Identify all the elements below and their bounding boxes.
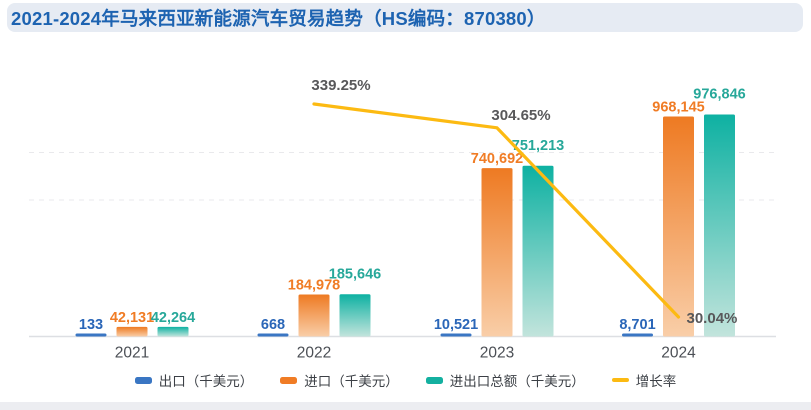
value-label-export-2024: 8,701 xyxy=(619,317,655,333)
legend-label-export: 出口（千美元） xyxy=(158,374,254,389)
bar-import-2023[interactable] xyxy=(481,168,513,337)
legend-item-import[interactable]: 进口（千美元） xyxy=(280,370,399,390)
growth-label-2024: 30.04% xyxy=(687,310,738,327)
bar-import-2022[interactable] xyxy=(298,294,330,337)
bar-export-2023[interactable] xyxy=(440,333,472,337)
growth-label-2023: 304.65% xyxy=(491,107,550,124)
bar-total-2021[interactable] xyxy=(157,326,189,337)
legend-item-total[interactable]: 进出口总额（千美元） xyxy=(425,370,585,390)
value-label-total-2022: 185,646 xyxy=(329,266,381,282)
legend-swatch-export xyxy=(134,376,152,384)
value-label-export-2021: 133 xyxy=(79,317,103,333)
legend-item-growth-rate[interactable]: 增长率 xyxy=(611,370,677,390)
value-label-import-2024: 968,145 xyxy=(652,99,704,115)
bar-total-2024[interactable] xyxy=(704,114,735,337)
bar-export-2024[interactable] xyxy=(622,333,653,337)
value-label-export-2022: 668 xyxy=(261,317,285,333)
chart-title: 2021-2024年马来西亚新能源汽车贸易趋势（HS编码：870380） xyxy=(11,7,546,29)
bar-import-2024[interactable] xyxy=(663,116,694,337)
legend-swatch-total xyxy=(425,376,443,384)
bar-export-2022[interactable] xyxy=(257,333,289,337)
chart-legend: 出口（千美元） 进口（千美元） 进出口总额（千美元） 增长率 xyxy=(0,370,811,390)
legend-swatch-import xyxy=(280,376,298,384)
axis-label-2024: 2024 xyxy=(661,345,696,362)
value-label-import-2022: 184,978 xyxy=(288,277,340,293)
legend-label-total: 进出口总额（千美元） xyxy=(449,374,585,389)
value-label-total-2024: 976,846 xyxy=(693,87,745,103)
axis-label-2021: 2021 xyxy=(115,345,149,362)
axis-label-2023: 2023 xyxy=(480,345,514,362)
page-background-band xyxy=(0,402,811,410)
growth-rate-line[interactable] xyxy=(312,102,681,319)
bar-import-2021[interactable] xyxy=(116,326,148,337)
growth-label-2022: 339.25% xyxy=(311,77,370,94)
legend-label-import: 进口（千美元） xyxy=(304,374,399,389)
bar-export-2021[interactable] xyxy=(75,333,107,337)
bar-total-2022[interactable] xyxy=(339,294,371,337)
axis-label-2022: 2022 xyxy=(297,345,331,362)
legend-swatch-growth-rate-line xyxy=(611,378,629,382)
value-label-import-2021: 42,131 xyxy=(110,310,154,326)
value-label-import-2023: 740,692 xyxy=(471,151,523,167)
value-label-export-2023: 10,521 xyxy=(434,317,478,333)
legend-label-growth-rate: 增长率 xyxy=(635,374,677,389)
bar-total-2023[interactable] xyxy=(522,165,554,337)
chart-title-bar: 2021-2024年马来西亚新能源汽车贸易趋势（HS编码：870380） xyxy=(7,3,803,32)
value-label-total-2023: 751,213 xyxy=(512,138,564,154)
legend-item-export[interactable]: 出口（千美元） xyxy=(134,370,254,390)
value-label-total-2021: 42,264 xyxy=(151,310,195,326)
